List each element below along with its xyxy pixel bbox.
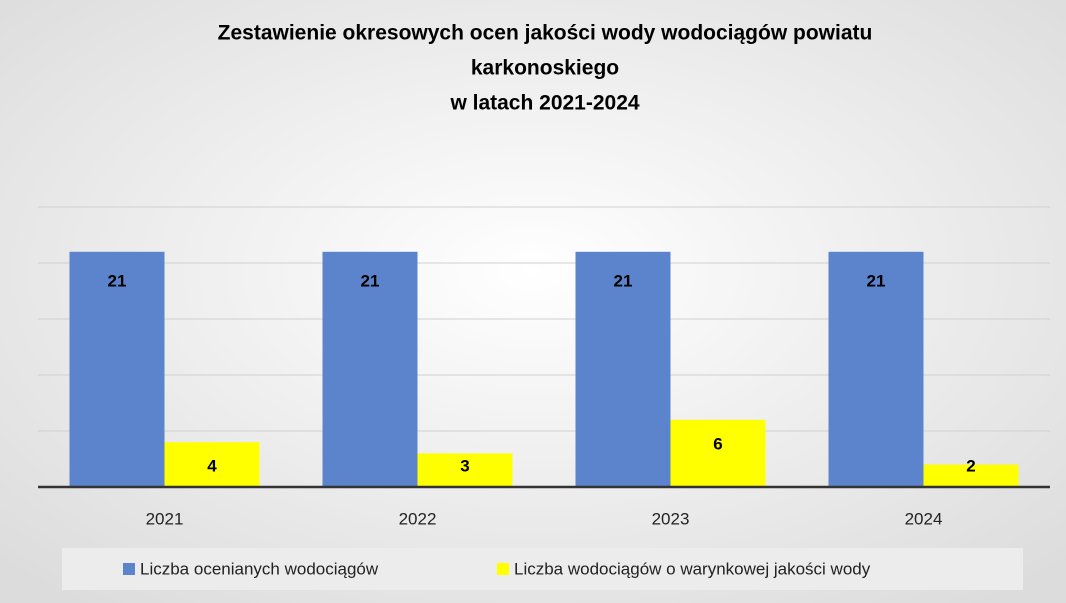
chart-title: w latach 2021-2024 [449,92,639,115]
bar [923,464,1019,487]
chart-title: karkonoskiego [471,57,619,80]
x-tick-label: 2021 [146,509,184,528]
data-label: 21 [614,271,633,290]
bar [417,453,513,487]
bar [322,251,418,487]
bar [575,251,671,487]
legend-label: Liczba ocenianych wodociągów [140,559,379,578]
chart-title: Zestawienie okresowych ocen jakości wody… [218,22,873,45]
legend-box [62,548,1023,590]
data-label: 2 [966,456,975,475]
bar [164,442,260,487]
data-label: 21 [361,271,380,290]
x-tick-label: 2023 [652,509,690,528]
legend-label: Liczba wodociągów o warynkowej jakości w… [514,559,871,578]
data-label: 21 [108,271,127,290]
data-label: 3 [460,456,469,475]
legend-swatch [497,563,509,575]
x-tick-label: 2024 [905,509,943,528]
data-label: 6 [713,434,722,453]
bar [69,251,165,487]
legend-swatch [123,563,135,575]
data-label: 21 [867,271,886,290]
data-label: 4 [207,456,217,475]
bar [670,419,766,487]
x-tick-label: 2022 [399,509,437,528]
bar [828,251,924,487]
